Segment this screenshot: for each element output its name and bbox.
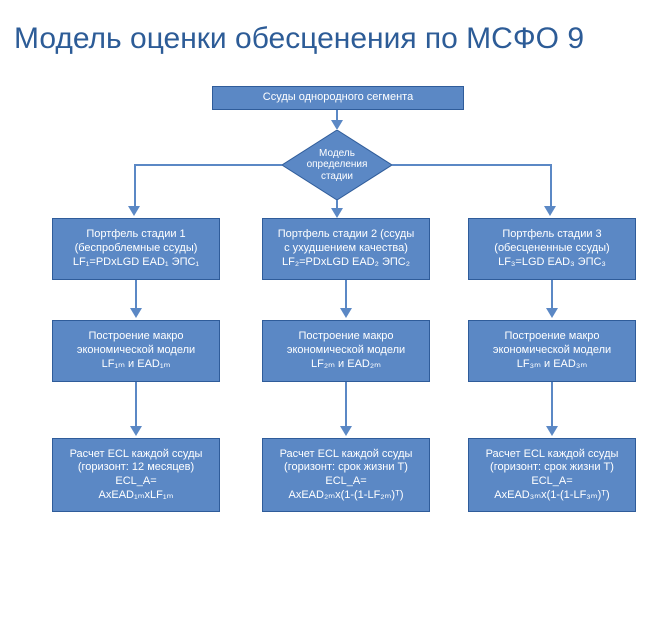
ecl3-l4: AxEAD₃ₘx(1-(1-LF₃ₘ)ᵀ) bbox=[494, 489, 609, 503]
stage3-l3: LF₃=LGD EAD₃ ЭПС₃ bbox=[498, 256, 606, 270]
ecl1-l3: ECL_A= bbox=[115, 475, 156, 489]
arrow-c1-r1r2 bbox=[131, 280, 141, 320]
macro1-l3: LF₁ₘ и EAD₁ₘ bbox=[102, 358, 171, 372]
ecl2-l4: AxEAD₂ₘx(1-(1-LF₂ₘ)ᵀ) bbox=[288, 489, 403, 503]
ecl3-l3: ECL_A= bbox=[531, 475, 572, 489]
ecl2-l1: Расчет ECL каждой ссуды bbox=[280, 448, 413, 462]
stage3-l2: (обесцененные ссуды) bbox=[494, 242, 609, 256]
arrow-c2-r2r3 bbox=[341, 382, 351, 438]
arrow-top-to-decision bbox=[332, 110, 342, 130]
macro3-l1: Построение макро bbox=[504, 330, 599, 344]
macro2-l2: экономической модели bbox=[287, 344, 405, 358]
macro3-l2: экономической модели bbox=[493, 344, 611, 358]
stage-box-1: Портфель стадии 1 (беспроблемные ссуды) … bbox=[52, 218, 220, 280]
conn-v-left bbox=[134, 164, 136, 206]
stage3-l1: Портфель стадии 3 bbox=[502, 228, 601, 242]
ecl-box-2: Расчет ECL каждой ссуды (горизонт: срок … bbox=[262, 438, 430, 512]
conn-h-left bbox=[134, 164, 282, 166]
macro3-l3: LF₃ₘ и EAD₃ₘ bbox=[517, 358, 587, 372]
macro2-l1: Построение макро bbox=[298, 330, 393, 344]
ecl1-l1: Расчет ECL каждой ссуды bbox=[70, 448, 203, 462]
decision-l3: стадии bbox=[321, 171, 353, 183]
ecl2-l3: ECL_A= bbox=[325, 475, 366, 489]
decision-l2: определения bbox=[307, 159, 368, 171]
ecl1-l2: (горизонт: 12 месяцев) bbox=[78, 461, 194, 475]
macro-box-1: Построение макро экономической модели LF… bbox=[52, 320, 220, 382]
stage1-l3: LF₁=PDxLGD EAD₁ ЭПС₁ bbox=[73, 256, 199, 270]
top-box: Ссуды однородного сегмента bbox=[212, 86, 464, 110]
stage2-l2: с ухудшением качества) bbox=[284, 242, 408, 256]
stage-box-3: Портфель стадии 3 (обесцененные ссуды) L… bbox=[468, 218, 636, 280]
decision-diamond: Модель определения стадии bbox=[282, 130, 392, 200]
arrow-to-col2 bbox=[332, 200, 342, 218]
arrow-to-col1 bbox=[129, 204, 139, 218]
top-box-label: Ссуды однородного сегмента bbox=[263, 91, 413, 105]
macro2-l3: LF₂ₘ и EAD₂ₘ bbox=[311, 358, 381, 372]
ecl2-l2: (горизонт: срок жизни Т) bbox=[284, 461, 408, 475]
macro1-l1: Построение макро bbox=[88, 330, 183, 344]
arrow-c3-r2r3 bbox=[547, 382, 557, 438]
stage1-l1: Портфель стадии 1 bbox=[86, 228, 185, 242]
ecl-box-1: Расчет ECL каждой ссуды (горизонт: 12 ме… bbox=[52, 438, 220, 512]
ecl1-l4: AxEAD₁ₘxLF₁ₘ bbox=[99, 489, 174, 503]
stage1-l2: (беспроблемные ссуды) bbox=[75, 242, 198, 256]
arrow-c1-r2r3 bbox=[131, 382, 141, 438]
arrow-to-col3 bbox=[545, 204, 555, 218]
macro1-l2: экономической модели bbox=[77, 344, 195, 358]
conn-v-right bbox=[550, 164, 552, 206]
macro-box-2: Построение макро экономической модели LF… bbox=[262, 320, 430, 382]
conn-h-right bbox=[392, 164, 552, 166]
flowchart: Ссуды однородного сегмента Модель опреде… bbox=[14, 86, 654, 556]
decision-l1: Модель bbox=[319, 148, 355, 160]
ecl3-l2: (горизонт: срок жизни Т) bbox=[490, 461, 614, 475]
stage-box-2: Портфель стадии 2 (ссуды с ухудшением ка… bbox=[262, 218, 430, 280]
macro-box-3: Построение макро экономической модели LF… bbox=[468, 320, 636, 382]
ecl-box-3: Расчет ECL каждой ссуды (горизонт: срок … bbox=[468, 438, 636, 512]
stage2-l1: Портфель стадии 2 (ссуды bbox=[278, 228, 415, 242]
page-title: Модель оценки обесценения по МСФО 9 bbox=[14, 18, 655, 60]
stage2-l3: LF₂=PDxLGD EAD₂ ЭПС₂ bbox=[282, 256, 410, 270]
ecl3-l1: Расчет ECL каждой ссуды bbox=[486, 448, 619, 462]
arrow-c3-r1r2 bbox=[547, 280, 557, 320]
arrow-c2-r1r2 bbox=[341, 280, 351, 320]
